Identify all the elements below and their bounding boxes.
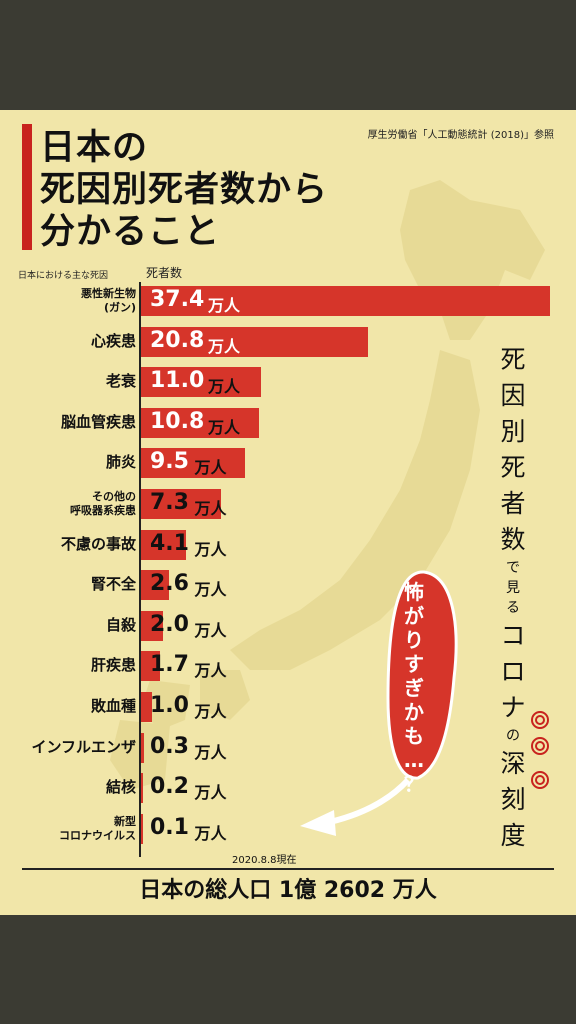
bar xyxy=(141,813,143,844)
category-label: インフルエンザ xyxy=(31,737,136,756)
unit-label: 万人 xyxy=(208,296,241,315)
unit-label: 万人 xyxy=(194,499,227,518)
category-label: 不慮の事故 xyxy=(60,534,136,553)
unit-label: 万人 xyxy=(208,336,241,356)
category-label: 腎不全 xyxy=(90,575,136,594)
category-label: 結核 xyxy=(105,778,136,797)
bar xyxy=(141,529,186,560)
unit-label: 万人 xyxy=(194,742,227,762)
unit-label: 万人 xyxy=(208,377,241,397)
infographic-panel: 日本の 死因別死者数から 分かること 厚生労働省「人工動態統計 (2018)」参… xyxy=(0,110,576,915)
speech-bubble xyxy=(386,570,458,780)
unit-label: 万人 xyxy=(194,620,227,640)
caption-char: の xyxy=(506,728,520,744)
date-note: 2020.8.8現在 xyxy=(232,855,297,866)
footer-divider xyxy=(22,868,554,870)
bar xyxy=(141,692,152,722)
chart-axis xyxy=(139,282,141,857)
value-label: 4.1 xyxy=(150,530,189,556)
category-label: 脳血管疾患 xyxy=(60,412,136,431)
caption-char: 死 xyxy=(500,345,526,374)
bubble-char: … xyxy=(404,748,424,772)
bar xyxy=(141,489,221,519)
caption-char: 因 xyxy=(500,381,526,410)
caption-char: で xyxy=(506,560,520,576)
caption-char: ナ xyxy=(500,693,526,722)
unit-label: 万人 xyxy=(194,458,227,478)
unit-label: 万人 xyxy=(194,539,227,559)
vertical-caption: 死因別死者数で見るコロナの深刻度 xyxy=(490,342,536,854)
bar xyxy=(141,407,260,438)
bubble-char: 怖 xyxy=(404,580,424,604)
unit-label: 万人 xyxy=(194,661,227,681)
bar xyxy=(141,773,144,804)
value-label: 0.1 xyxy=(150,814,189,840)
swirl-marks xyxy=(531,711,549,789)
bar xyxy=(141,610,163,641)
value-label: 0.3 xyxy=(150,733,189,759)
category-label: 敗血種 xyxy=(90,697,136,715)
value-label: 7.3 xyxy=(150,490,189,515)
source-note: 厚生労働省「人工動態統計 (2018)」参照 xyxy=(367,130,554,141)
unit-label: 万人 xyxy=(208,417,241,437)
category-label: 老衰 xyxy=(105,372,136,391)
bar xyxy=(141,367,262,398)
value-label: 20.8 xyxy=(150,327,205,353)
caption-char: 度 xyxy=(500,821,526,850)
unit-label: 万人 xyxy=(194,783,227,803)
caption-char: 見 xyxy=(506,580,520,596)
value-label: 1.0 xyxy=(150,693,189,718)
title-line-1: 日本の xyxy=(40,128,149,168)
unit-label: 万人 xyxy=(194,580,227,600)
category-label: 新型 コロナウイルス xyxy=(59,814,136,842)
category-label: 自殺 xyxy=(105,615,136,634)
bubble-char: か xyxy=(404,700,424,724)
category-label: 肺炎 xyxy=(105,453,136,472)
bubble-text: 怖がりすぎかも…？ xyxy=(392,580,436,796)
title-line-3: 分かること xyxy=(40,212,221,252)
title-accent-bar xyxy=(22,124,32,250)
value-label: 1.7 xyxy=(150,652,189,678)
bar-chart: 悪性新生物 (ガン) 37.4 万人 心疾患 20.8 万人 老衰 11.0 万人 脳血管疾患 10.… xyxy=(0,110,576,915)
bar xyxy=(141,286,550,316)
bar xyxy=(141,570,170,601)
caption-char: コ xyxy=(500,621,526,650)
category-label: 心疾患 xyxy=(90,331,136,350)
caption-char: る xyxy=(506,600,520,616)
caption-char: 数 xyxy=(500,525,526,554)
category-label: 肝疾患 xyxy=(90,656,136,675)
value-label: 2.6 xyxy=(150,571,189,597)
caption-char: 深 xyxy=(500,749,526,778)
value-label: 37.4 xyxy=(150,287,205,312)
caption-char: ロ xyxy=(500,657,526,686)
bubble-char: ぎ xyxy=(404,676,424,700)
header-cause: 日本における主な死因 xyxy=(18,271,109,281)
category-label: 悪性新生物 (ガン) xyxy=(81,287,136,314)
caption-char: 死 xyxy=(500,453,526,482)
unit-label: 万人 xyxy=(194,823,227,843)
total-population: 日本の総人口 1億 2602 万人 xyxy=(139,878,437,903)
bar xyxy=(141,326,369,357)
bubble-char: が xyxy=(404,604,424,628)
arrow-to-covid xyxy=(300,777,411,836)
header-deaths: 死者数 xyxy=(146,266,183,280)
value-label: 0.2 xyxy=(150,774,189,800)
bubble-char: も xyxy=(404,724,424,748)
caption-char: 刻 xyxy=(500,785,526,814)
category-label: その他の 呼吸器系疾患 xyxy=(70,490,136,517)
value-label: 2.0 xyxy=(150,611,189,637)
caption-char: 別 xyxy=(500,417,526,446)
unit-label: 万人 xyxy=(194,702,227,721)
bubble-char: り xyxy=(404,628,424,652)
value-label: 10.8 xyxy=(150,408,205,434)
bubble-char: す xyxy=(404,652,424,676)
bar xyxy=(141,732,145,763)
bar xyxy=(141,651,160,682)
bubble-char: ？ xyxy=(404,772,424,796)
caption-char: 者 xyxy=(500,489,526,518)
value-label: 9.5 xyxy=(150,449,189,475)
value-label: 11.0 xyxy=(150,368,205,394)
bar xyxy=(141,448,245,479)
title-line-2: 死因別死者数から xyxy=(40,170,329,210)
